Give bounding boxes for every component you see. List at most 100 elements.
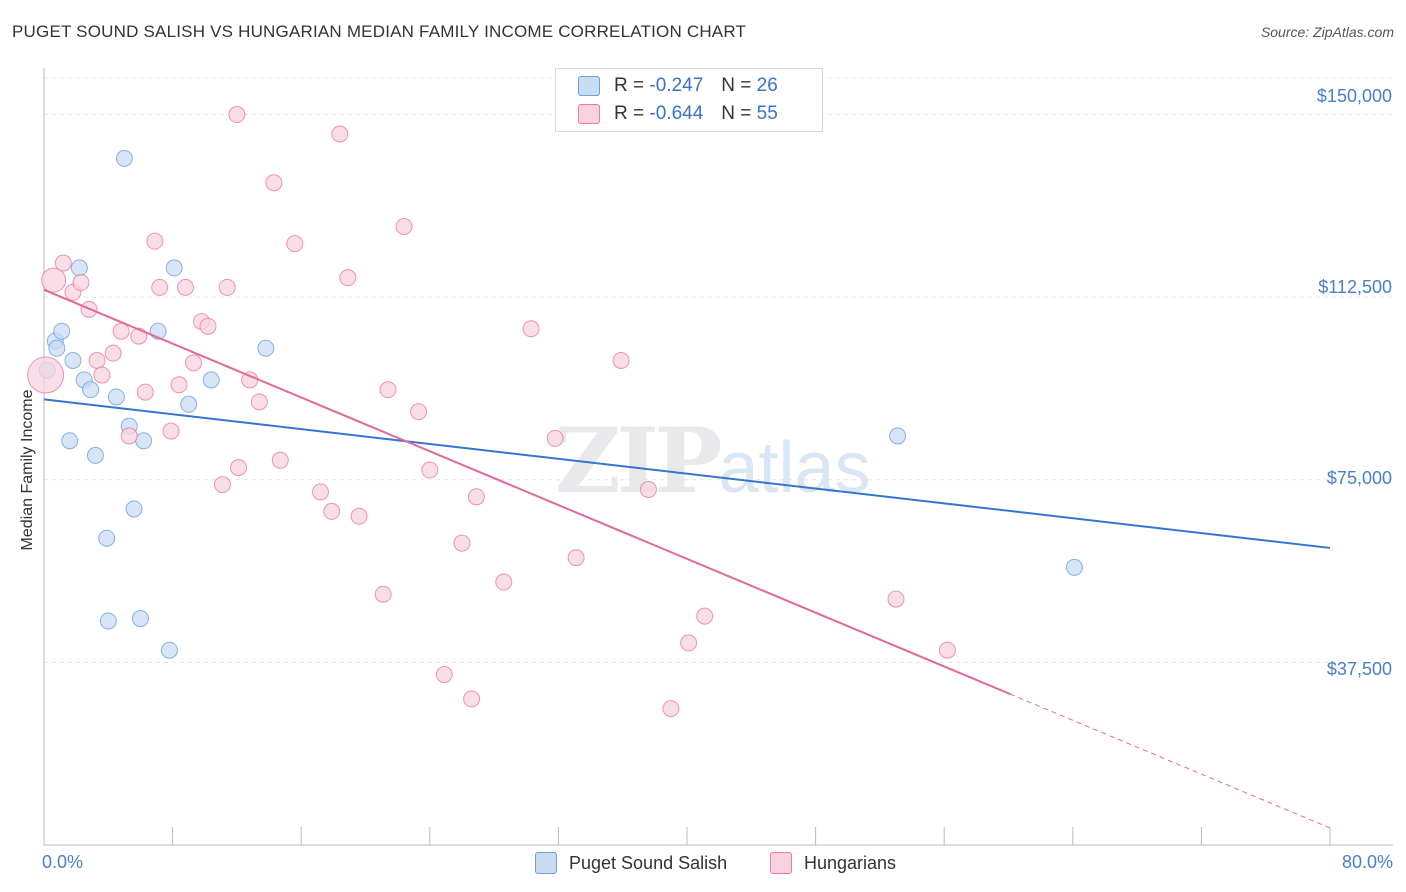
x-tick-label-min: 0.0% bbox=[42, 852, 84, 872]
point-salish bbox=[1065, 558, 1083, 576]
point-salish bbox=[125, 500, 143, 518]
point-hungarians bbox=[93, 366, 111, 384]
point-hungarians bbox=[27, 356, 65, 394]
y-axis-title: Median Family Income bbox=[19, 389, 36, 551]
point-hungarians bbox=[311, 483, 329, 501]
trendline-salish bbox=[43, 398, 1331, 549]
point-salish bbox=[99, 612, 117, 630]
point-salish bbox=[107, 388, 125, 406]
point-hungarians bbox=[176, 278, 194, 296]
point-salish bbox=[86, 446, 104, 464]
point-hungarians bbox=[213, 476, 231, 494]
legend-swatch-blue bbox=[535, 852, 557, 874]
point-salish bbox=[64, 351, 82, 369]
source-label: Source: ZipAtlas.com bbox=[1260, 24, 1394, 40]
legend-r-value: -0.644 bbox=[649, 103, 704, 124]
correlation-legend: R = -0.247 N = 26 R = -0.644 N = 55 bbox=[555, 68, 823, 132]
point-hungarians bbox=[467, 488, 485, 506]
point-hungarians bbox=[72, 274, 90, 292]
legend-row-salish: R = -0.247 N = 26 bbox=[578, 74, 778, 98]
legend-item-salish: Puget Sound Salish bbox=[535, 852, 727, 874]
point-hungarians bbox=[410, 403, 428, 421]
point-salish bbox=[61, 432, 79, 450]
point-hungarians bbox=[146, 232, 164, 250]
point-hungarians bbox=[662, 700, 680, 718]
point-hungarians bbox=[696, 607, 714, 625]
point-hungarians bbox=[162, 422, 180, 440]
point-hungarians bbox=[421, 461, 439, 479]
point-salish bbox=[180, 395, 198, 413]
legend-n-label: N = bbox=[721, 103, 752, 124]
point-hungarians bbox=[522, 320, 540, 338]
chart-title: PUGET SOUND SALISH VS HUNGARIAN MEDIAN F… bbox=[12, 22, 747, 41]
legend-r-label: R = bbox=[614, 103, 645, 124]
point-hungarians bbox=[323, 502, 341, 520]
legend-swatch-pink bbox=[770, 852, 792, 874]
watermark-atlas: atlas bbox=[718, 428, 871, 508]
point-hungarians bbox=[379, 381, 397, 399]
point-salish bbox=[202, 371, 220, 389]
point-hungarians bbox=[495, 573, 513, 591]
legend-r-label: R = bbox=[614, 75, 645, 96]
point-hungarians bbox=[938, 641, 956, 659]
point-hungarians bbox=[265, 174, 283, 192]
legend-swatch-blue bbox=[578, 76, 600, 96]
point-salish bbox=[53, 322, 71, 340]
point-hungarians bbox=[104, 344, 122, 362]
legend-label-salish: Puget Sound Salish bbox=[569, 852, 728, 873]
point-hungarians bbox=[120, 427, 138, 445]
y-tick-label-150000: $150,000 bbox=[1316, 86, 1392, 106]
point-salish bbox=[257, 339, 275, 357]
legend-n-label: N = bbox=[721, 75, 752, 96]
point-hungarians bbox=[199, 317, 217, 335]
y-tick-label-75000: $75,000 bbox=[1326, 468, 1392, 488]
point-hungarians bbox=[184, 354, 202, 372]
point-hungarians bbox=[350, 507, 368, 525]
x-tick-label-max: 80.0% bbox=[1341, 852, 1393, 872]
point-hungarians bbox=[151, 278, 169, 296]
point-salish bbox=[115, 149, 133, 167]
point-hungarians bbox=[170, 376, 188, 394]
point-hungarians bbox=[395, 218, 413, 236]
point-hungarians bbox=[88, 351, 106, 369]
point-salish bbox=[131, 610, 149, 628]
legend-n-value: 55 bbox=[756, 103, 778, 124]
trendline-extension-hungarians bbox=[1009, 693, 1331, 829]
point-hungarians bbox=[286, 235, 304, 253]
legend-n-value: 26 bbox=[756, 75, 778, 96]
legend-swatch-pink bbox=[578, 104, 600, 124]
point-salish bbox=[165, 259, 183, 277]
point-hungarians bbox=[612, 351, 630, 369]
point-hungarians bbox=[680, 634, 698, 652]
point-hungarians bbox=[228, 106, 246, 124]
point-hungarians bbox=[546, 429, 564, 447]
legend-r-value: -0.247 bbox=[649, 75, 704, 96]
point-hungarians bbox=[218, 278, 236, 296]
point-hungarians bbox=[136, 383, 154, 401]
point-salish bbox=[98, 529, 116, 547]
point-hungarians bbox=[887, 590, 905, 608]
point-hungarians bbox=[453, 534, 471, 552]
y-tick-label-112500: $112,500 bbox=[1318, 277, 1392, 297]
legend-row-hungarians: R = -0.644 N = 55 bbox=[578, 102, 778, 126]
point-salish bbox=[48, 339, 66, 357]
point-hungarians bbox=[112, 322, 130, 340]
point-hungarians bbox=[374, 585, 392, 603]
point-hungarians bbox=[271, 451, 289, 469]
point-hungarians bbox=[250, 393, 268, 411]
point-hungarians bbox=[339, 269, 357, 287]
point-salish bbox=[160, 641, 178, 659]
point-hungarians bbox=[54, 254, 72, 272]
point-salish bbox=[82, 381, 100, 399]
legend-item-hungarians: Hungarians bbox=[770, 852, 896, 874]
y-tick-label-37500: $37,500 bbox=[1326, 659, 1392, 679]
point-hungarians bbox=[463, 690, 481, 708]
point-hungarians bbox=[331, 125, 349, 143]
point-hungarians bbox=[639, 481, 657, 499]
point-hungarians bbox=[230, 459, 248, 477]
point-hungarians bbox=[567, 549, 585, 567]
legend-label-hungarians: Hungarians bbox=[804, 852, 897, 873]
point-hungarians bbox=[41, 267, 67, 293]
point-hungarians bbox=[435, 666, 453, 684]
